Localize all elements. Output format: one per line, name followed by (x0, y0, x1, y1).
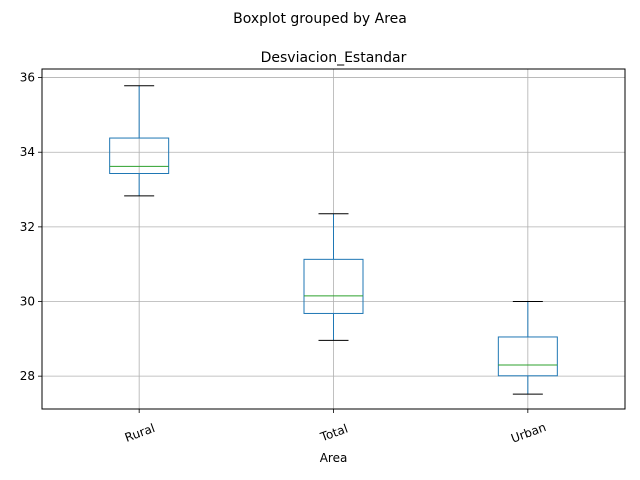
x-axis-label: Area (320, 451, 348, 465)
y-tick-label: 30 (20, 295, 35, 309)
box-total (303, 258, 364, 314)
y-tick-label: 34 (20, 145, 35, 159)
x-tick-label: Rural (123, 421, 157, 445)
chart-suptitle: Boxplot grouped by Area (233, 11, 407, 27)
chart-title: Desviacion_Estandar (261, 50, 407, 66)
x-tick-label: Total (318, 422, 350, 445)
box-urban (497, 336, 558, 377)
y-tick-label: 28 (20, 369, 35, 383)
x-tick-label: Urban (509, 420, 548, 446)
plot-area: 28 30 32 34 36 Rural Total Urban (20, 68, 626, 446)
box-rural (109, 137, 170, 175)
y-tick-label: 36 (20, 71, 35, 85)
y-tick-label: 32 (20, 220, 35, 234)
